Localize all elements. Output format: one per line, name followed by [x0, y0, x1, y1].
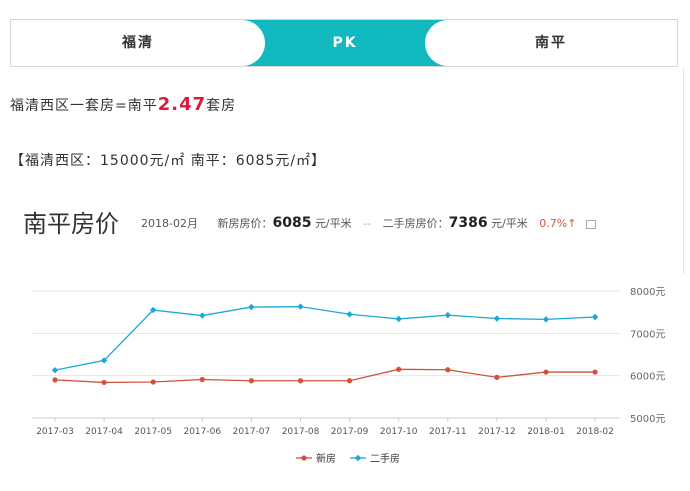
data-point-used — [150, 306, 157, 314]
series-line-used — [54, 306, 596, 371]
data-point-used — [199, 312, 206, 319]
y-tick-label: 6000元 — [630, 372, 665, 383]
data-point-used — [542, 316, 550, 323]
data-point-new — [248, 378, 254, 384]
y-tick-label: 8000元 — [630, 287, 665, 298]
data-point-new — [445, 367, 451, 373]
city-left-tab[interactable] — [11, 20, 265, 66]
meta-dash: -- — [363, 217, 372, 230]
x-tick-label: 2017-04 — [85, 427, 123, 437]
x-tick-label: 2018-01 — [527, 427, 565, 437]
x-tick-label: 2017-12 — [478, 427, 516, 437]
x-tick-label: 2017-09 — [331, 427, 369, 437]
data-point-new — [494, 374, 500, 380]
data-point-used — [346, 311, 353, 318]
meta-change-arrow: ↑ — [567, 217, 577, 230]
data-point-used — [297, 303, 304, 310]
x-tick-label: 2018-02 — [576, 427, 614, 437]
legend-label-used: 二手房 — [370, 452, 400, 465]
data-point-new — [396, 366, 402, 372]
x-tick-label: 2017-06 — [183, 427, 221, 437]
city-right-label[interactable]: 南平 — [535, 35, 567, 51]
series-line-new — [54, 368, 596, 384]
legend-label-new: 新房 — [316, 452, 336, 465]
x-tick-label: 2017-08 — [282, 427, 320, 437]
meta-used-label: 二手房房价： — [382, 217, 449, 230]
price-comparison-line: 【福清西区：15000元/㎡ 南平：6085元/㎡】 — [10, 153, 327, 169]
data-point-new — [297, 378, 304, 384]
meta-date: 2018-02月 — [141, 217, 198, 230]
legend-marker-new — [301, 455, 307, 461]
price-line-chart: 8000元 7000元 6000元 5000元 2017-03 2017-04 2017-0… — [32, 287, 665, 465]
meta-new-value: 6085 — [272, 215, 312, 231]
meta-change: 0.7% — [539, 217, 568, 230]
ratio-text-before: 福清西区一套房=南平 — [10, 98, 158, 114]
calendar-icon[interactable] — [585, 219, 596, 229]
chart-meta: 2018-02月 新房房价：6085 元/平米 -- 二手房房价：7386 元/… — [141, 215, 596, 231]
data-point-used — [51, 366, 59, 374]
data-point-new — [150, 379, 156, 385]
x-tick-label: 2017-03 — [36, 427, 74, 437]
x-tick-label: 2017-11 — [429, 427, 467, 437]
data-point-used — [248, 303, 255, 311]
x-tick-label: 2017-07 — [233, 427, 271, 437]
x-tick-label: 2017-05 — [134, 427, 172, 437]
data-point-new — [543, 369, 549, 375]
data-point-new — [199, 376, 205, 383]
meta-used-unit: 元/平米 — [491, 217, 528, 230]
ratio-number: 2.47 — [157, 94, 207, 115]
meta-new-unit: 元/平米 — [314, 217, 352, 230]
x-tick-label: 2017-10 — [380, 427, 418, 437]
y-tick-label: 5000元 — [630, 414, 665, 425]
meta-used-value: 7386 — [448, 215, 488, 231]
data-point-used — [444, 311, 451, 319]
city-right-tab[interactable] — [425, 20, 677, 66]
data-point-used — [591, 313, 599, 321]
city-left-label[interactable]: 福清 — [122, 35, 154, 51]
data-point-used — [493, 315, 501, 322]
legend-marker-used — [354, 454, 362, 462]
chart-title: 南平房价 — [23, 210, 119, 238]
data-point-new — [101, 379, 107, 386]
comparison-ratio-line: 福清西区一套房=南平2.47套房 — [10, 94, 236, 115]
data-point-new — [347, 378, 353, 384]
scrollbar-edge — [683, 68, 689, 274]
meta-new-label: 新房房价： — [217, 217, 273, 230]
pk-label: PK — [332, 35, 358, 51]
ratio-text-after: 套房 — [206, 98, 237, 114]
y-tick-label: 7000元 — [630, 329, 665, 340]
data-point-used — [395, 315, 402, 323]
city-pk-bar: 福清 PK 南平 — [10, 19, 678, 67]
data-point-new — [592, 369, 598, 375]
pk-center-tab — [233, 20, 459, 66]
data-point-new — [52, 377, 58, 383]
